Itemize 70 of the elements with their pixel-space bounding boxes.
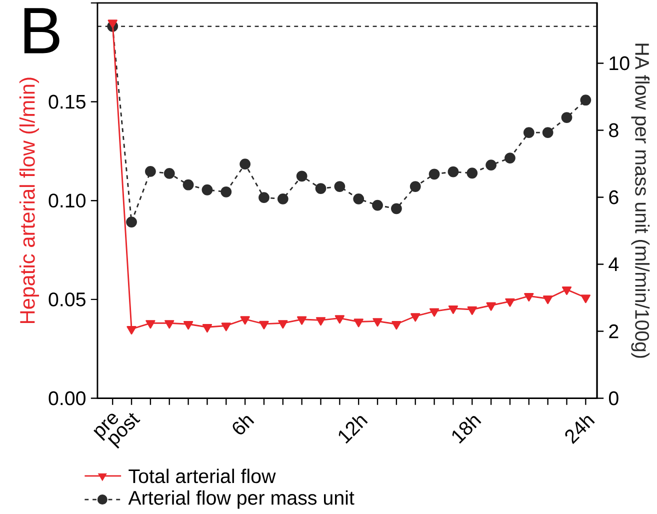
x-tick-label: 6h [232, 416, 254, 434]
point [504, 152, 516, 164]
point [466, 168, 478, 178]
point [220, 186, 232, 198]
point [145, 166, 156, 177]
point [428, 168, 440, 180]
point [524, 292, 534, 302]
point [486, 302, 496, 311]
point [297, 316, 307, 325]
point [183, 320, 194, 330]
point [391, 203, 402, 214]
y2-tick-label: 2 [609, 324, 618, 338]
point [542, 127, 554, 138]
point [278, 320, 288, 328]
point [543, 295, 553, 304]
legend-label: Arterial flow per mass unit [128, 490, 354, 509]
y2-tick-label: 4 [608, 257, 619, 271]
point [448, 166, 459, 178]
point [410, 180, 421, 192]
point [108, 19, 118, 28]
point [372, 318, 382, 326]
y2-tick-label: 8 [609, 123, 618, 138]
y2-tick-label: 10 [610, 56, 630, 70]
point [467, 306, 477, 315]
point [372, 200, 383, 211]
point [240, 316, 250, 324]
point [429, 308, 440, 317]
point [316, 316, 326, 326]
point [126, 326, 136, 334]
x-tick-label: 24h [565, 416, 595, 444]
point [296, 170, 308, 182]
text: B [24, 8, 60, 54]
point [334, 314, 344, 324]
x-tick-label: 12h [338, 416, 368, 444]
y-axis-title: Hepatic arterial flow (l/min) [19, 78, 40, 323]
point [410, 313, 420, 322]
point [392, 320, 402, 330]
point [258, 192, 270, 203]
point [353, 193, 364, 204]
point [202, 324, 212, 332]
point [277, 193, 288, 204]
point [505, 298, 515, 307]
y2-tick-label: 6 [609, 190, 618, 204]
point [164, 168, 175, 179]
x-tick-label: 18h [452, 416, 482, 444]
point [448, 305, 458, 314]
point [561, 112, 572, 123]
point [315, 182, 326, 194]
y2-tick-label: 0 [608, 391, 618, 406]
point [334, 180, 346, 192]
point [240, 158, 251, 170]
point [221, 322, 231, 332]
y2-axis-title: HA flow per mass unit (ml/min/100g) [631, 44, 650, 358]
legend-label: Total arterial flow [128, 468, 276, 484]
point [354, 318, 364, 328]
point [126, 216, 137, 228]
point [562, 286, 572, 295]
y-tick-label: 0.10 [48, 193, 86, 208]
point [202, 184, 213, 196]
point [164, 320, 174, 328]
point [259, 320, 269, 330]
y-tick-label: 0.05 [48, 292, 86, 306]
point [523, 127, 534, 138]
point [580, 94, 592, 106]
point [146, 320, 156, 328]
point [182, 179, 194, 190]
point [486, 160, 496, 170]
y-tick-label: 0.00 [48, 391, 86, 406]
point [580, 294, 590, 303]
y-tick-label: 0.15 [48, 94, 86, 109]
